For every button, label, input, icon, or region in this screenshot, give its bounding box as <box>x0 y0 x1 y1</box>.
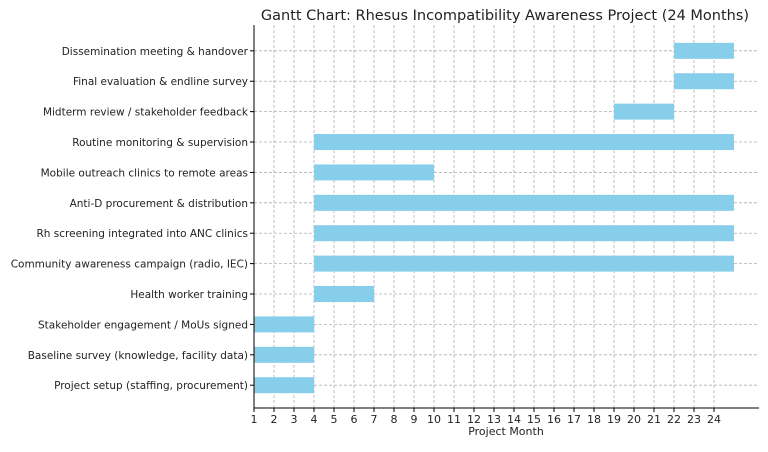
task-bar <box>254 346 314 363</box>
x-tick-label: 24 <box>707 413 721 426</box>
x-tick-label: 12 <box>467 413 481 426</box>
x-tick-label: 11 <box>447 413 461 426</box>
task-label: Project setup (staffing, procurement) <box>54 380 248 392</box>
task-label: Community awareness campaign (radio, IEC… <box>11 259 248 271</box>
task-bar <box>254 316 314 333</box>
x-tick-label: 14 <box>507 413 521 426</box>
x-tick-label: 17 <box>567 413 581 426</box>
x-tick-label: 16 <box>547 413 561 426</box>
task-label: Final evaluation & endline survey <box>73 76 248 88</box>
task-bar <box>314 225 734 242</box>
x-tick-label: 13 <box>487 413 501 426</box>
task-bar <box>314 164 434 181</box>
x-tick-label: 6 <box>351 413 358 426</box>
task-bar <box>314 286 374 303</box>
x-tick-label: 8 <box>391 413 398 426</box>
task-bar <box>674 42 734 59</box>
x-tick-label: 5 <box>331 413 338 426</box>
task-bar <box>254 377 314 394</box>
x-tick-label: 20 <box>627 413 641 426</box>
x-tick-label: 1 <box>251 413 258 426</box>
x-tick-label: 2 <box>271 413 278 426</box>
task-bar <box>314 194 734 211</box>
x-tick-label: 18 <box>587 413 601 426</box>
task-label: Anti-D procurement & distribution <box>70 198 248 210</box>
task-label: Dissemination meeting & handover <box>62 46 249 58</box>
task-bar <box>674 73 734 90</box>
x-tick-label: 15 <box>527 413 541 426</box>
task-bar <box>614 103 674 120</box>
task-label: Baseline survey (knowledge, facility dat… <box>28 350 248 362</box>
x-tick-label: 21 <box>647 413 661 426</box>
task-label: Stakeholder engagement / MoUs signed <box>38 319 248 331</box>
task-label: Midterm review / stakeholder feedback <box>43 107 249 119</box>
task-label: Rh screening integrated into ANC clinics <box>37 228 249 240</box>
x-tick-label: 9 <box>411 413 418 426</box>
x-tick-label: 7 <box>371 413 378 426</box>
x-tick-label: 23 <box>687 413 701 426</box>
x-tick-label: 19 <box>607 413 621 426</box>
x-tick-label: 4 <box>311 413 318 426</box>
x-tick-label: 10 <box>427 413 441 426</box>
task-label: Mobile outreach clinics to remote areas <box>41 167 248 179</box>
task-bar <box>314 134 734 151</box>
chart-title: Gantt Chart: Rhesus Incompatibility Awar… <box>261 8 749 24</box>
task-label: Routine monitoring & supervision <box>72 137 248 149</box>
task-label: Health worker training <box>130 289 248 301</box>
task-bar <box>314 255 734 272</box>
x-tick-label: 3 <box>291 413 298 426</box>
x-tick-label: 22 <box>667 413 681 426</box>
x-axis-label: Project Month <box>468 425 544 438</box>
